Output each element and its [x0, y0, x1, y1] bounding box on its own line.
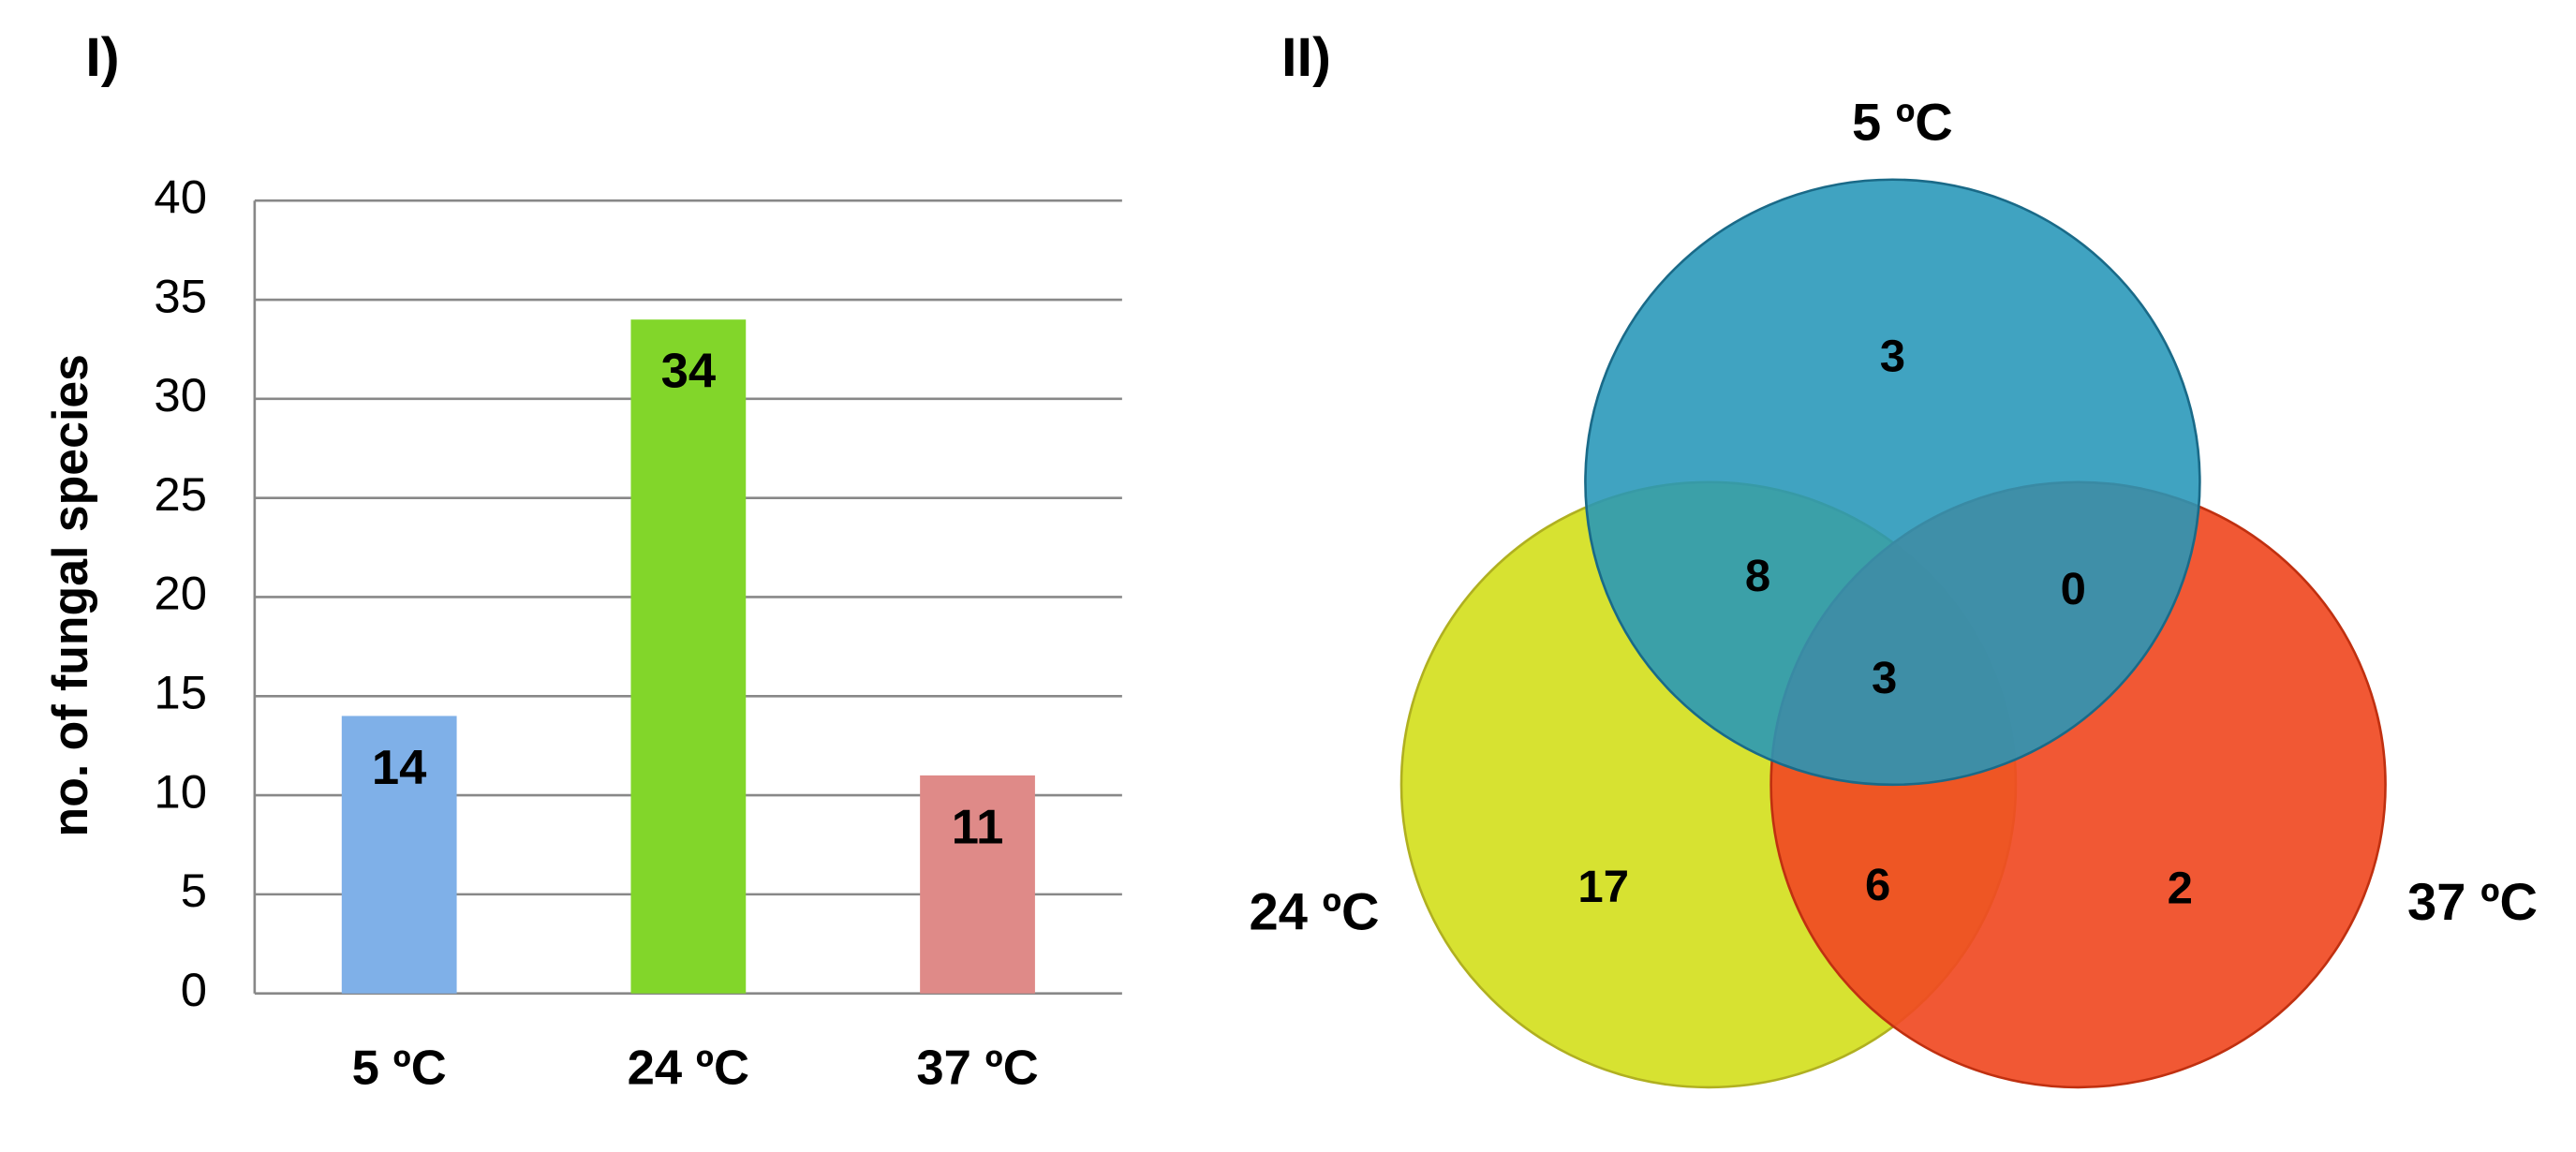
region-count: 8 [1745, 552, 1770, 602]
set-label: 24 ºC [1250, 883, 1380, 941]
data-label: 34 [661, 345, 717, 399]
data-label: 11 [952, 801, 1004, 855]
x-tick-label: 37 ºC [916, 1041, 1038, 1096]
y-tick-label: 10 [154, 765, 207, 819]
bar [341, 716, 457, 994]
y-tick-label: 30 [154, 368, 207, 421]
y-tick-label: 5 [181, 864, 207, 917]
y-tick-label: 0 [181, 963, 207, 1016]
region-count: 3 [1880, 332, 1905, 382]
bar [630, 319, 747, 994]
panel-label: II) [1281, 26, 1331, 88]
y-tick-label: 35 [154, 270, 207, 323]
y-tick-label: 40 [154, 170, 207, 224]
region-count: 2 [2168, 864, 2193, 914]
venn-circle [1584, 178, 2201, 787]
set-label: 5 ºC [1852, 94, 1953, 152]
region-count: 3 [1872, 653, 1897, 703]
bar [920, 775, 1035, 994]
y-tick-label: 25 [154, 467, 207, 521]
y-tick-label: 15 [154, 666, 207, 719]
x-tick-label: 5 ºC [352, 1041, 447, 1096]
data-label: 14 [372, 741, 427, 795]
y-axis-label: no. of fungal species [43, 354, 97, 836]
set-label: 37 ºC [2407, 873, 2538, 931]
y-tick-label: 20 [154, 567, 207, 620]
region-count: 0 [2061, 564, 2086, 614]
panel-label: I) [85, 26, 119, 88]
region-count: 17 [1577, 862, 1629, 912]
x-tick-label: 24 ºC [628, 1041, 749, 1096]
region-count: 6 [1865, 861, 1890, 911]
